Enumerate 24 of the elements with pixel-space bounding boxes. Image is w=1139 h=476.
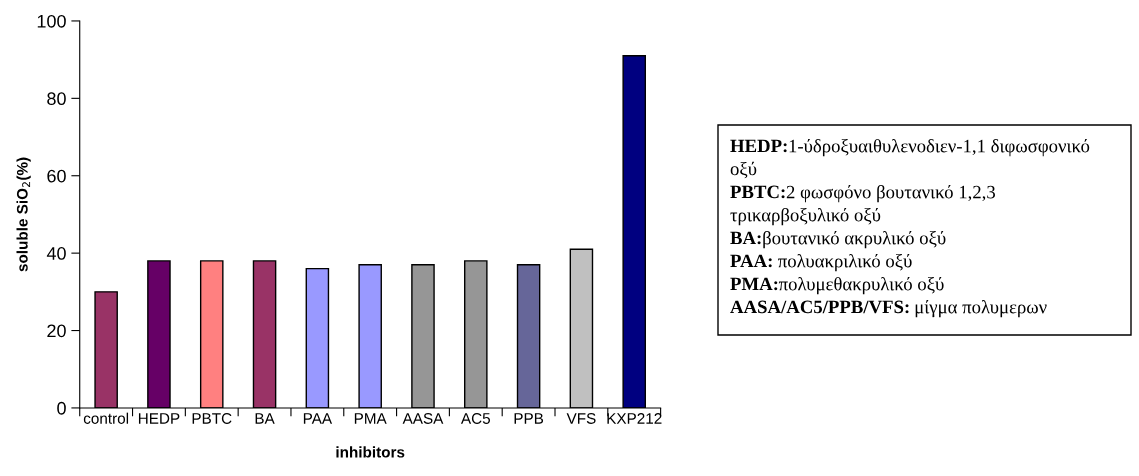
x-tick-label: AC5 bbox=[460, 413, 491, 424]
y-tick-label: 60 bbox=[47, 169, 66, 183]
x-tick-label: HEDP bbox=[138, 413, 180, 424]
x-tick-label: PBTC bbox=[192, 413, 232, 424]
y-tick-label: 20 bbox=[47, 324, 66, 338]
x-tick-label: BA bbox=[255, 413, 275, 424]
x-tick-label: VFS bbox=[566, 413, 596, 424]
y-axis-title: soluble SiO$_{2}$(%) bbox=[16, 157, 31, 272]
y-tick-label: 100 bbox=[37, 14, 66, 28]
y-tick-label: 40 bbox=[46, 247, 66, 260]
x-tick-label: PPB bbox=[514, 413, 544, 424]
text: HEDP:1-ύδροξυαιθυλενοδιεν-1,1 διφωσφονικό οξύ bbox=[730, 139, 1090, 179]
x-tick-label: KXP212 bbox=[607, 413, 662, 424]
text: PMA:πολυμεθακρυλικό οξύ bbox=[730, 277, 944, 295]
x-tick-label: AASA bbox=[402, 413, 444, 424]
x-axis-title: inhibitors bbox=[336, 446, 405, 458]
text: PAA: πολυακριλικό οξύ bbox=[730, 254, 912, 272]
y-tick-label: 80 bbox=[47, 92, 66, 106]
text: AASA/AC5/PPB/VFS: μίγμα πολυμερων bbox=[730, 300, 1047, 318]
text: BA:βουτανικό ακρυλικό οξύ bbox=[730, 231, 946, 249]
x-tick-label: PAA bbox=[303, 413, 333, 424]
x-tick-label: PMA bbox=[354, 413, 387, 424]
x-tick-label: control bbox=[83, 412, 129, 424]
y-tick-label: 0 bbox=[57, 401, 66, 415]
